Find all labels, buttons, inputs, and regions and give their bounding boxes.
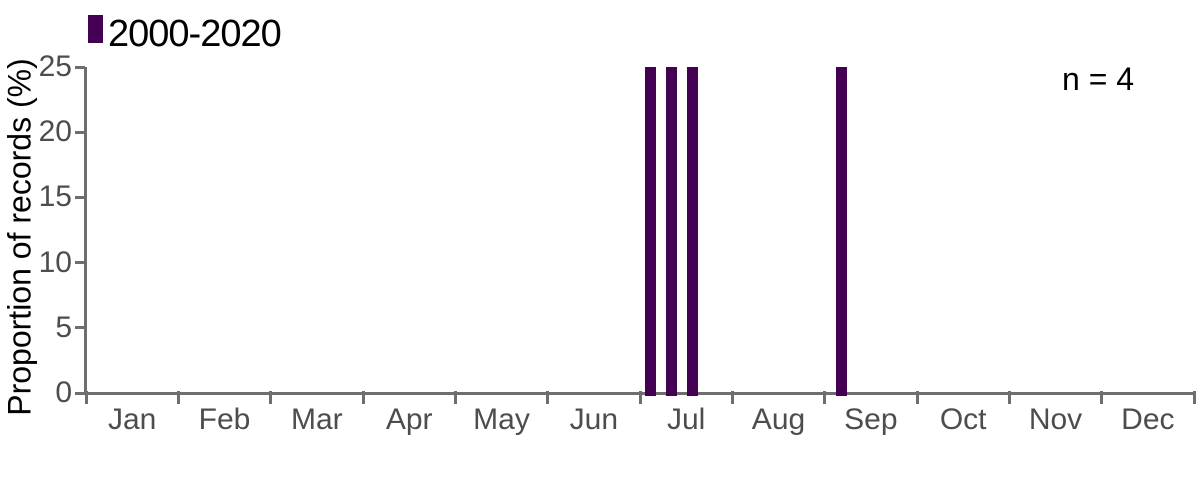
x-axis-tick xyxy=(823,391,827,404)
y-axis-tick xyxy=(75,391,85,395)
x-axis-month-label: Mar xyxy=(290,403,343,436)
x-axis-tick xyxy=(176,391,180,404)
x-axis-tick xyxy=(84,391,88,404)
x-axis-month-label: Aug xyxy=(751,403,806,436)
bar xyxy=(835,67,848,396)
y-axis-tick-label: 5 xyxy=(55,310,72,344)
y-axis-tick-label: 15 xyxy=(38,180,72,214)
x-axis-tick xyxy=(269,391,273,404)
y-axis-tick xyxy=(75,65,85,69)
x-axis-month-label: Apr xyxy=(385,403,433,436)
x-axis-month-label: Oct xyxy=(939,403,987,436)
x-axis-tick xyxy=(546,391,550,404)
bar xyxy=(665,67,678,396)
x-axis-tick xyxy=(453,391,457,404)
x-axis-tick xyxy=(1100,391,1104,404)
y-axis-tick xyxy=(75,130,85,134)
y-axis-tick xyxy=(75,261,85,265)
y-axis-tick-label: 0 xyxy=(55,376,72,409)
x-axis-month-label: Jan xyxy=(107,403,157,436)
x-axis-tick xyxy=(1192,391,1196,404)
y-axis-title: Proportion of records (%) xyxy=(1,58,38,416)
x-axis-month-label: Feb xyxy=(198,403,251,436)
legend-label: 2000-2020 xyxy=(108,13,282,55)
x-axis-tick xyxy=(1007,391,1011,404)
bar xyxy=(644,67,656,396)
plot-area: 0 5 10 15 20 25 Jan Feb Mar Apr May Jun Jul Aug Sep Oct… xyxy=(39,52,1196,435)
legend-swatch xyxy=(88,15,103,43)
x-axis-tick xyxy=(638,391,642,404)
x-axis-month-label: Jun xyxy=(569,403,619,436)
x-axis-line xyxy=(84,392,1194,395)
y-axis-tick-label: 20 xyxy=(38,115,72,149)
x-axis-tick xyxy=(361,391,365,404)
x-axis-month-label: Nov xyxy=(1028,403,1083,436)
x-axis-tick xyxy=(730,391,734,404)
x-axis-month-label: May xyxy=(473,403,530,436)
y-axis-tick-label: 25 xyxy=(38,50,72,83)
y-axis-tick xyxy=(75,195,85,199)
x-axis-month-label: Dec xyxy=(1121,403,1175,436)
x-axis-tick xyxy=(915,391,919,404)
sample-size-annotation: n = 4 xyxy=(1062,61,1135,97)
x-axis-month-label: Jul xyxy=(666,403,706,436)
legend: 2000-2020 xyxy=(88,13,282,55)
y-axis-line xyxy=(84,67,87,395)
x-axis-month-label: Sep xyxy=(844,403,898,436)
y-axis-tick xyxy=(75,326,85,330)
bar xyxy=(687,67,699,396)
y-axis-tick-label: 10 xyxy=(38,245,72,279)
